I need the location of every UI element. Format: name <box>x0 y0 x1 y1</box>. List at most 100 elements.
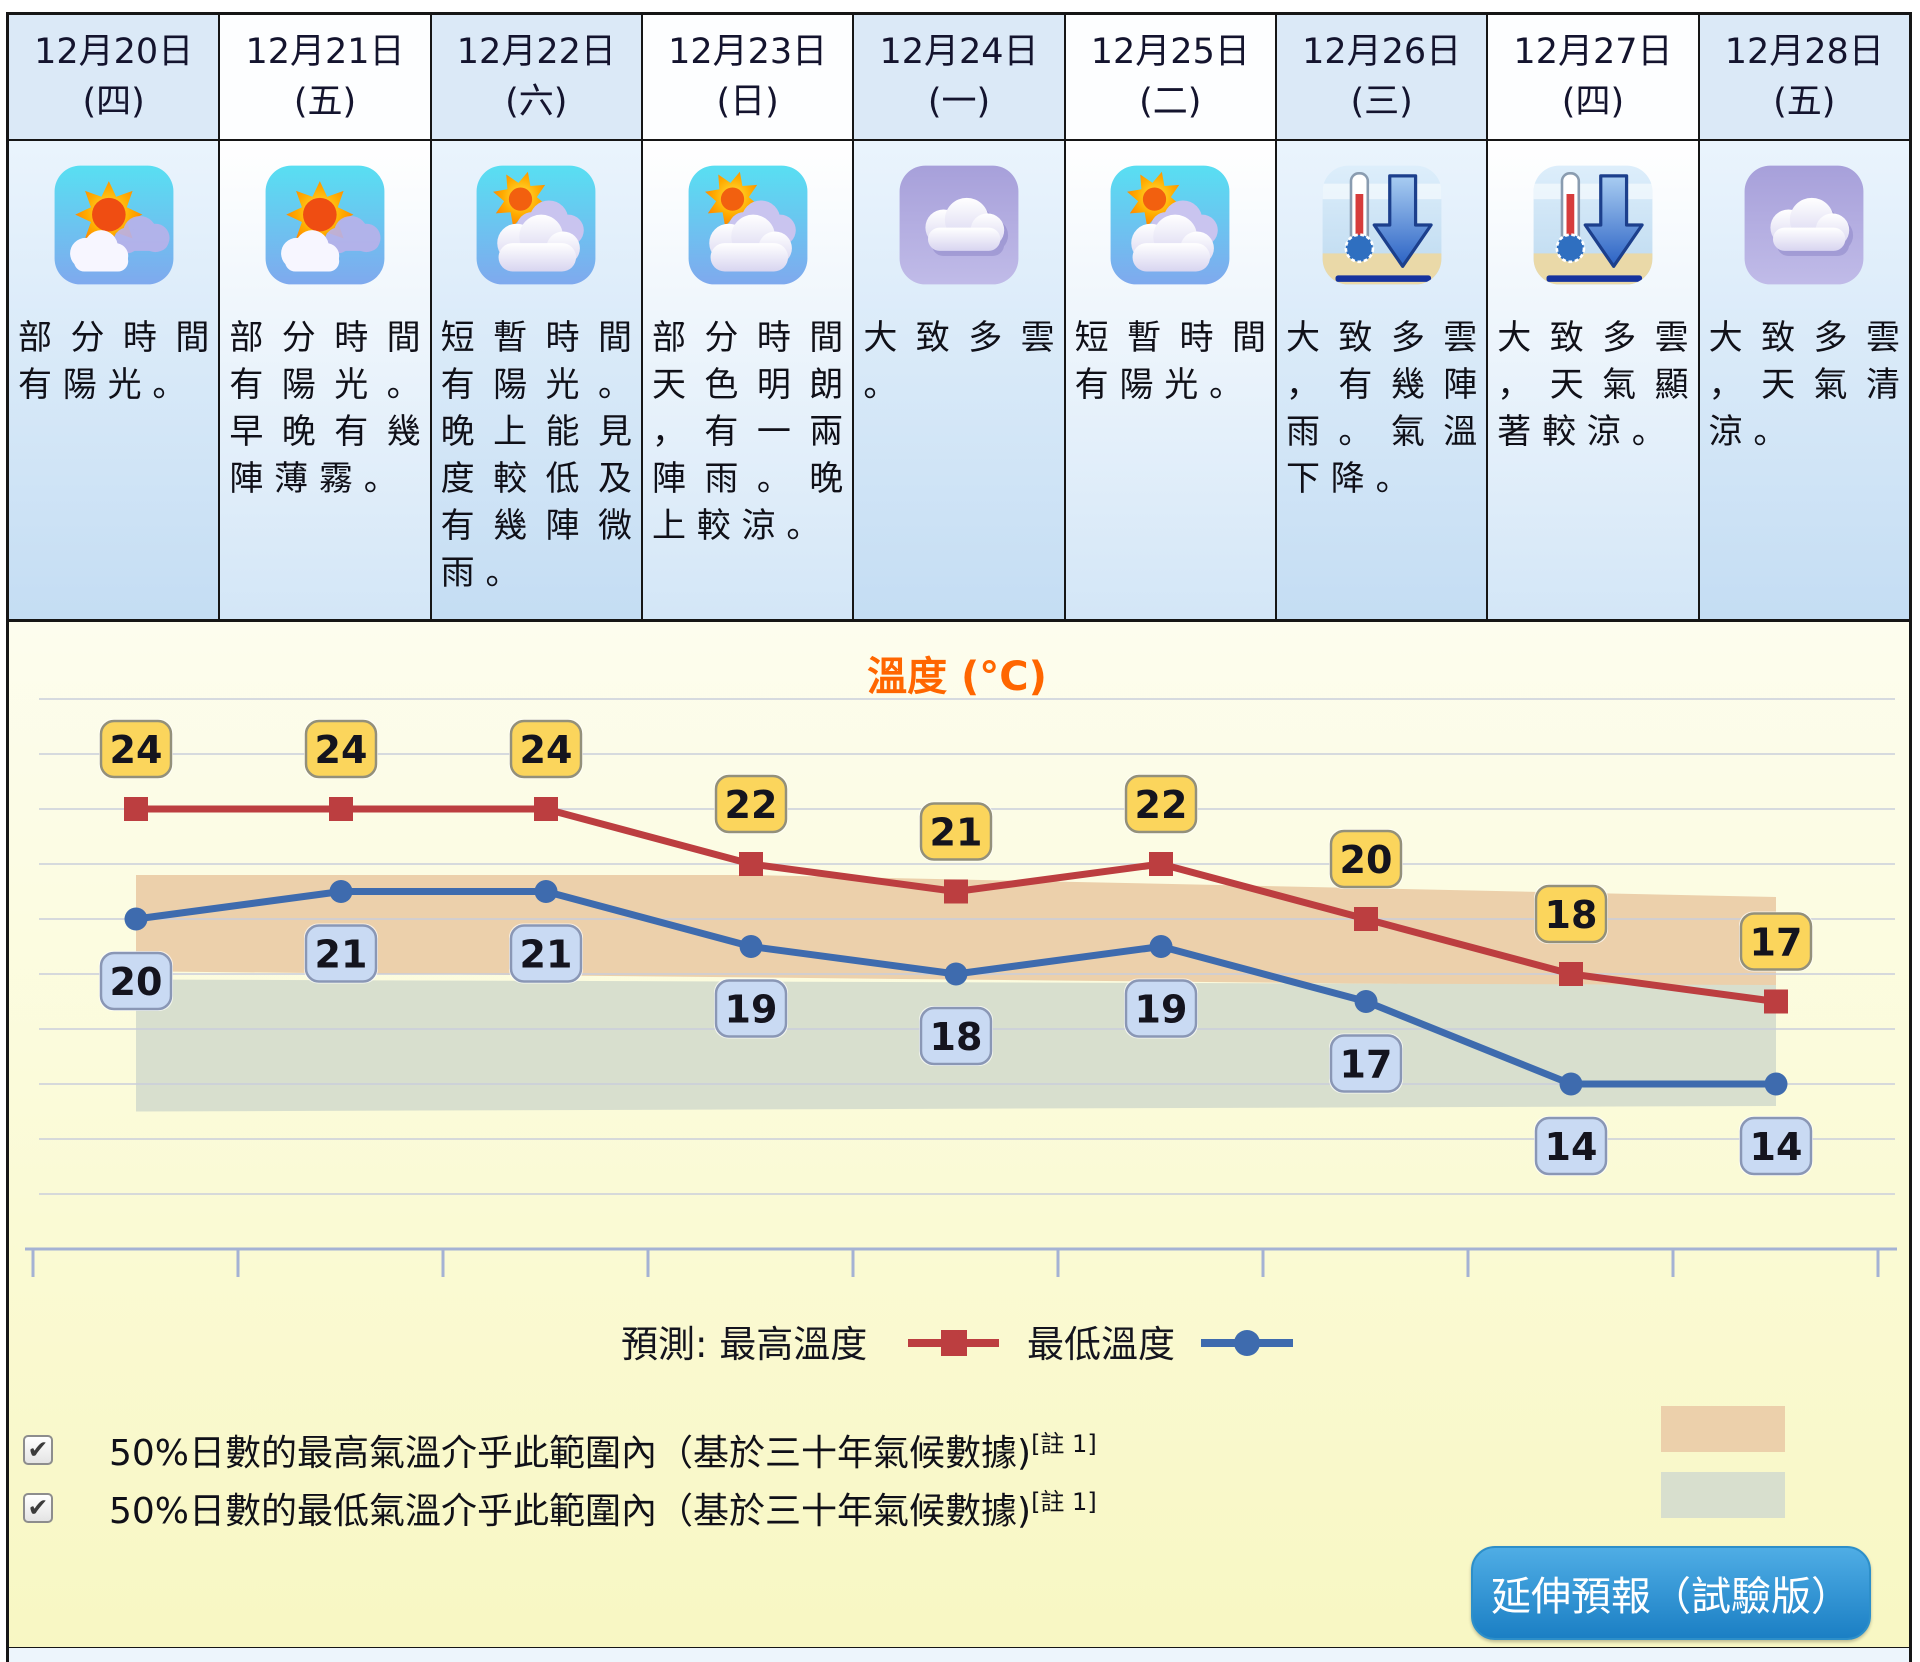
temp-drop-icon <box>1531 163 1655 287</box>
sun-behind-cloud-icon <box>1108 163 1232 287</box>
day-weekday: (二) <box>1139 82 1202 122</box>
day-body: 短 暫 時 間 有 陽 光 。 晚 上 能 見 度 較 低 及 有 幾 陣 微 … <box>431 141 641 619</box>
temperature-chart-panel: 24 24 24 22 21 22 20 18 17 20 21 21 19 18 19 17 14 14 溫度 (… <box>6 622 1912 1650</box>
nine-day-forecast-table: 12月20日 (四) 部 分 時 間 有 陽 光 。 12月21日 (五) 部 … <box>6 12 1912 622</box>
climate-min-range-checkbox[interactable]: ✔ <box>23 1493 53 1523</box>
day-header: 12月21日 (五) <box>220 15 430 141</box>
svg-text:18: 18 <box>1545 893 1598 937</box>
sun-behind-cloud-icon <box>474 163 598 287</box>
day-body: 部 分 時 間 有 陽 光 。 <box>9 141 219 619</box>
day-header: 12月22日 (六) <box>431 15 641 141</box>
forecast-day-column: 12月21日 (五) 部 分 時 間 有 陽 光 。 早 晚 有 幾 陣 薄 霧… <box>220 15 432 619</box>
svg-text:17: 17 <box>1750 921 1803 965</box>
svg-text:21: 21 <box>520 933 573 977</box>
day-body: 大 致 多 雲 ， 天 氣 清 涼 。 <box>1699 141 1909 619</box>
forecast-day-column: 12月25日 (二) 短 暫 時 間 有 陽 光 。 <box>1065 15 1277 619</box>
weather-description: 短 暫 時 間 有 陽 光 。 <box>1074 318 1266 405</box>
day-date: 12月23日 <box>668 32 828 72</box>
weather-description: 大 致 多 雲 ， 天 氣 清 涼 。 <box>1708 318 1900 452</box>
sun-cloud-icon <box>52 163 176 287</box>
forecast-day-column: 12月26日 (三) 大 致 多 雲 ， 有 幾 陣 雨 。 氣 溫 下 降 。 <box>1276 15 1489 619</box>
forecast-day-column: 12月28日 (五) 大 致 多 雲 ， 天 氣 清 涼 。 <box>1699 15 1909 619</box>
forecast-day-column: 12月20日 (四) 部 分 時 間 有 陽 光 。 <box>9 15 221 619</box>
svg-text:最低溫度: 最低溫度 <box>1027 1323 1175 1366</box>
next-section-edge <box>6 1648 1912 1662</box>
day-header: 12月26日 (三) <box>1276 15 1487 141</box>
forecast-day-column: 12月23日 (日) 部 分 時 間 天 色 明 朗 ， 有 一 兩 陣 雨 。… <box>642 15 855 619</box>
svg-text:24: 24 <box>315 728 368 772</box>
climate-min-range-label: 50%日數的最低氣溫介乎此範圍內（基於三十年氣候數據)[註 1] <box>109 1488 1097 1532</box>
weather-description: 大 致 多 雲 。 <box>863 318 1055 405</box>
x-axis <box>25 1247 1897 1277</box>
day-weekday: (五) <box>293 82 357 122</box>
chart-legend: 預測: 最高溫度 最低溫度 <box>621 1323 1293 1366</box>
svg-text:21: 21 <box>315 933 368 977</box>
svg-text:19: 19 <box>1135 988 1188 1032</box>
climate-min-range-row: ✔ 50%日數的最低氣溫介乎此範圍內（基於三十年氣候數據)[註 1] <box>23 1486 1097 1532</box>
day-weekday: (四) <box>82 82 145 122</box>
day-weekday: (三) <box>1350 82 1413 122</box>
climate-max-range-checkbox[interactable]: ✔ <box>23 1435 53 1465</box>
forecast-day-column: 12月27日 (四) 大 致 多 雲 ， 天 氣 顯 著 較 涼 。 <box>1488 15 1700 619</box>
svg-text:20: 20 <box>110 960 163 1004</box>
day-header: 12月25日 (二) <box>1065 15 1275 141</box>
climate-max-range-swatch <box>1661 1406 1785 1452</box>
day-body: 大 致 多 雲 ， 天 氣 顯 著 較 涼 。 <box>1488 141 1698 619</box>
svg-text:19: 19 <box>725 988 778 1032</box>
svg-text:預測: 最高溫度: 預測: 最高溫度 <box>621 1323 867 1366</box>
sun-behind-cloud-icon <box>686 163 810 287</box>
day-date: 12月21日 <box>245 32 405 72</box>
svg-text:21: 21 <box>930 811 983 855</box>
sun-cloud-icon <box>263 163 387 287</box>
climate-max-range-row: ✔ 50%日數的最高氣溫介乎此範圍內（基於三十年氣候數據)[註 1] <box>23 1428 1097 1474</box>
day-weekday: (一) <box>927 82 991 122</box>
cloud-icon <box>1742 163 1866 287</box>
temperature-chart: 24 24 24 22 21 22 20 18 17 20 21 21 19 18 19 17 14 14 溫度 (… <box>25 654 1897 1366</box>
temp-drop-icon <box>1320 163 1444 287</box>
day-date: 12月22日 <box>456 32 616 72</box>
svg-text:24: 24 <box>110 728 163 772</box>
weather-description: 大 致 多 雲 ， 天 氣 顯 著 較 涼 。 <box>1497 318 1689 452</box>
weather-description: 部 分 時 間 有 陽 光 。 早 晚 有 幾 陣 薄 霧 。 <box>229 318 421 499</box>
forecast-day-column: 12月22日 (六) 短 暫 時 間 有 陽 光 。 晚 上 能 見 度 較 低… <box>431 15 643 619</box>
day-weekday: (日) <box>716 82 779 122</box>
day-header: 12月28日 (五) <box>1699 15 1909 141</box>
day-weekday: (四) <box>1561 82 1625 122</box>
svg-text:24: 24 <box>520 728 573 772</box>
max-temperature-series: 24 24 24 22 21 22 20 18 17 <box>99 719 1813 1014</box>
weather-description: 部 分 時 間 天 色 明 朗 ， 有 一 兩 陣 雨 。 晚 上 較 涼 。 <box>651 318 844 546</box>
cloud-icon <box>897 163 1021 287</box>
weather-description: 大 致 多 雲 ， 有 幾 陣 雨 。 氣 溫 下 降 。 <box>1285 318 1478 499</box>
svg-text:17: 17 <box>1340 1043 1393 1087</box>
day-date: 12月20日 <box>34 32 194 72</box>
day-weekday: (六) <box>505 82 568 122</box>
weather-description: 部 分 時 間 有 陽 光 。 <box>18 318 210 405</box>
day-header: 12月27日 (四) <box>1488 15 1698 141</box>
extended-forecast-button[interactable]: 延伸預報（試驗版） <box>1471 1546 1871 1640</box>
day-date: 12月28日 <box>1724 32 1884 72</box>
day-body: 短 暫 時 間 有 陽 光 。 <box>1065 141 1275 619</box>
day-weekday: (五) <box>1773 82 1836 122</box>
day-body: 大 致 多 雲 ， 有 幾 陣 雨 。 氣 溫 下 降 。 <box>1276 141 1487 619</box>
chart-title: 溫度 (°C) <box>867 654 1047 700</box>
svg-text:18: 18 <box>930 1015 983 1059</box>
weather-description: 短 暫 時 間 有 陽 光 。 晚 上 能 見 度 較 低 及 有 幾 陣 微 … <box>440 318 632 593</box>
forecast-day-column: 12月24日 (一) 大 致 多 雲 。 <box>854 15 1066 619</box>
svg-text:20: 20 <box>1340 838 1393 882</box>
svg-text:14: 14 <box>1750 1125 1803 1169</box>
svg-text:14: 14 <box>1545 1125 1598 1169</box>
svg-text:22: 22 <box>1135 783 1188 827</box>
day-date: 12月27日 <box>1513 32 1673 72</box>
day-body: 部 分 時 間 有 陽 光 。 早 晚 有 幾 陣 薄 霧 。 <box>220 141 430 619</box>
day-header: 12月20日 (四) <box>9 15 219 141</box>
svg-text:22: 22 <box>725 783 778 827</box>
day-header: 12月23日 (日) <box>642 15 853 141</box>
day-body: 大 致 多 雲 。 <box>854 141 1064 619</box>
climate-min-range-swatch <box>1661 1472 1785 1518</box>
day-date: 12月24日 <box>879 32 1039 72</box>
climate-max-range-label: 50%日數的最高氣溫介乎此範圍內（基於三十年氣候數據)[註 1] <box>109 1430 1097 1474</box>
day-body: 部 分 時 間 天 色 明 朗 ， 有 一 兩 陣 雨 。 晚 上 較 涼 。 <box>642 141 853 619</box>
min-temperature-series: 20 21 21 19 18 19 17 14 14 <box>99 880 1813 1176</box>
day-date: 12月25日 <box>1090 32 1250 72</box>
